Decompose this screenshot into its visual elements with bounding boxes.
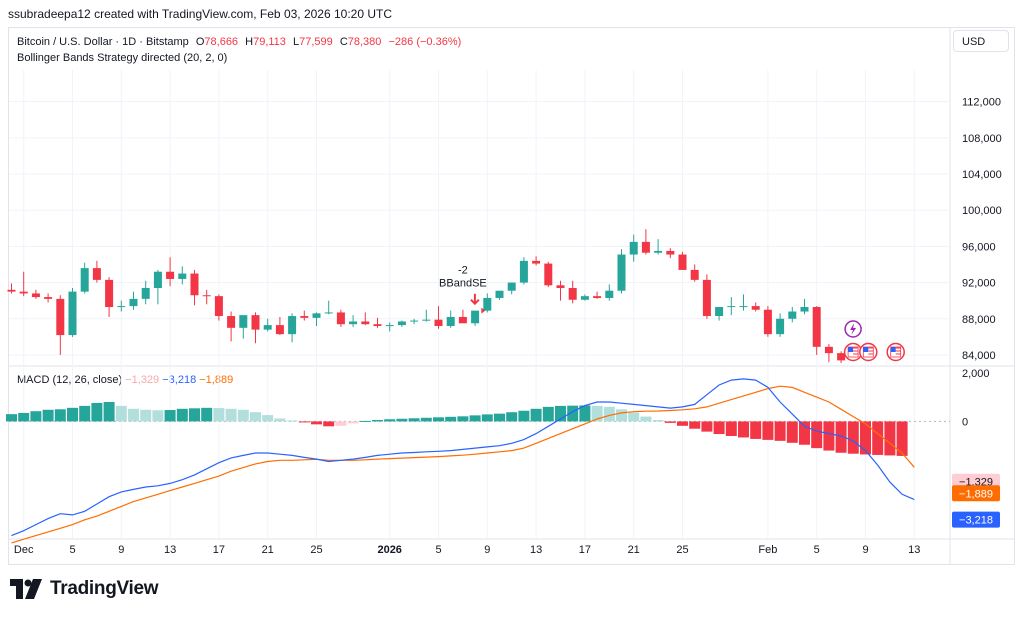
symbol-title[interactable]: Bitcoin / U.S. Dollar · 1D · Bitstamp [17,36,189,48]
tradingview-logo-icon [10,579,42,599]
ohlc-row: Bitcoin / U.S. Dollar · 1D · Bitstamp O7… [17,34,461,50]
low-value: 77,599 [299,36,333,48]
macd-hist-value: −1,329 [125,374,160,386]
attribution: ssubradeepa12 created with TradingView.c… [8,7,393,21]
tradingview-logo[interactable]: TradingView [10,578,159,600]
symbol-legend: Bitcoin / U.S. Dollar · 1D · Bitstamp O7… [17,34,461,66]
close-label: C [339,36,348,48]
strategy-label[interactable]: Bollinger Bands Strategy directed (20, 2… [17,52,228,64]
macd-legend: MACD (12, 26, close) −1,329 −3,218 −1,88… [17,374,233,386]
close-value: 78,380 [347,36,382,48]
low-label: L [292,36,300,48]
open-label: O [195,36,205,48]
chart-frame [8,27,1015,565]
high-value: 79,113 [253,36,286,48]
currency-button[interactable]: USD [953,30,1009,52]
price-change: −286 (−0.36%) [388,36,462,48]
brand-name: TradingView [50,578,159,599]
macd-title[interactable]: MACD (12, 26, close) [17,374,123,386]
high-label: H [245,36,254,48]
macd-line-value: −3,218 [162,374,197,386]
open-value: 78,666 [204,36,239,48]
macd-signal-value: −1,889 [199,374,234,386]
